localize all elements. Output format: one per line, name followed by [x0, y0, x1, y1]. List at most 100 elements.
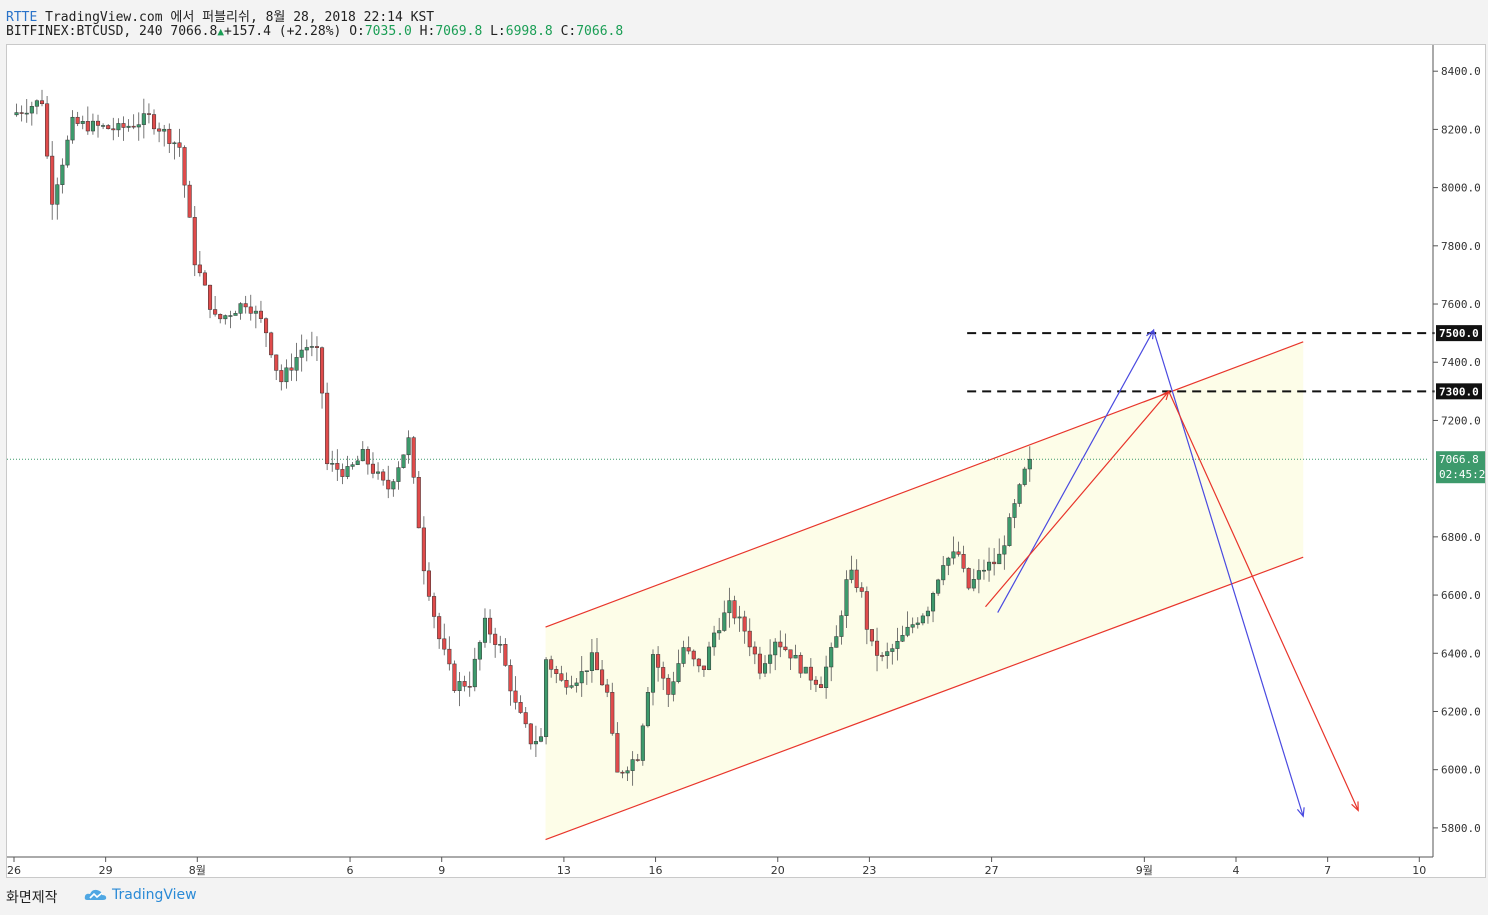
candle-body: [386, 479, 391, 490]
price-tick-label: 6800.0: [1441, 531, 1481, 544]
close-label: C:: [560, 24, 577, 39]
candle-body: [686, 647, 691, 652]
time-tick-label: 23: [862, 864, 876, 877]
candle-body: [528, 723, 533, 745]
candle-body: [503, 644, 508, 666]
candle-body: [29, 106, 34, 114]
candle-body: [309, 346, 314, 348]
price-tick-label: 7400.0: [1441, 356, 1481, 369]
candle-body: [824, 666, 829, 688]
candle-body: [773, 641, 778, 656]
time-tick-label: 16: [649, 864, 663, 877]
time-tick-label: 27: [985, 864, 999, 877]
price-tick-label: 6400.0: [1441, 647, 1481, 660]
candle-body: [569, 685, 574, 688]
candle-body: [462, 681, 467, 687]
price-tick-label: 8400.0: [1441, 65, 1481, 78]
level-tag-7300[interactable]: [1436, 383, 1482, 400]
candle-body: [574, 682, 579, 686]
time-tick-label: 9: [438, 864, 445, 877]
candle-body: [264, 318, 269, 334]
candle-body: [839, 615, 844, 637]
candle-body: [564, 680, 569, 688]
channel-fill: [545, 341, 1304, 840]
candle-body: [696, 658, 701, 667]
candle-body: [752, 646, 757, 655]
candle-body: [146, 113, 151, 115]
candle-body: [976, 570, 981, 580]
candle-body: [482, 617, 488, 643]
high-value: 7069.8: [435, 24, 483, 39]
candle-body: [167, 128, 172, 144]
time-tick-label: 6: [347, 864, 354, 877]
channel-upper-line[interactable]: [545, 341, 1304, 628]
candle-body: [325, 392, 330, 465]
candle-body: [151, 114, 157, 130]
candle-body: [213, 309, 218, 315]
publisher-name[interactable]: RTTE: [6, 10, 38, 25]
candle-body: [314, 346, 319, 348]
price-tick-label: 6600.0: [1441, 589, 1481, 602]
candle-body: [691, 650, 696, 660]
candle-body: [253, 310, 258, 314]
candle-body: [218, 313, 223, 320]
candle-body: [605, 684, 610, 693]
candle-body: [274, 354, 279, 371]
symbol-label[interactable]: BITFINEX:BTCUSD, 240: [6, 24, 163, 39]
candle-body: [45, 103, 50, 157]
chart-area[interactable]: 5800.0 6000.0 6200.0 6400.0 6600.0 6800.0 7200…: [6, 44, 1486, 878]
candle-body: [299, 349, 304, 358]
high-label: H:: [419, 24, 436, 39]
candle-body: [584, 670, 589, 672]
last-price-tag[interactable]: [1436, 451, 1485, 484]
candle-body: [1022, 468, 1027, 485]
candle-body: [737, 616, 742, 619]
publish-info-line: RTTE TradingView.com 에서 퍼블리쉬, 8월 28, 201…: [6, 6, 434, 25]
candle-body: [335, 463, 340, 470]
candle-body: [910, 624, 915, 628]
candle-body: [136, 124, 141, 128]
last-price-value: 7066.8: [170, 24, 218, 39]
candle-body: [228, 315, 233, 317]
candle-body: [248, 306, 253, 314]
candle-body: [925, 610, 930, 617]
candle-body: [640, 725, 645, 761]
candle-body: [549, 659, 554, 670]
tradingview-logo[interactable]: TradingView: [84, 886, 197, 904]
candle-body: [513, 690, 518, 703]
blue-projection-path-arrowhead-1: [1296, 807, 1305, 818]
candle-body: [849, 569, 854, 580]
candle-body: [518, 702, 523, 713]
channel-lower-line[interactable]: [545, 556, 1304, 841]
candle-body: [14, 112, 19, 116]
candle-body: [997, 553, 1002, 565]
candle-body: [956, 551, 961, 555]
candle-body: [421, 527, 426, 572]
candle-body: [961, 554, 966, 569]
candle-body: [900, 635, 905, 642]
candle-body: [768, 654, 773, 664]
candle-body: [946, 557, 951, 566]
candle-body: [141, 113, 146, 125]
candle-body: [294, 357, 299, 371]
candle-body: [992, 561, 997, 565]
candle-body: [1027, 458, 1032, 470]
candle-body: [635, 759, 640, 761]
candle-body: [610, 692, 615, 734]
time-tick-label: 9월: [1136, 864, 1153, 877]
candle-body: [966, 568, 971, 589]
price-chart[interactable]: 5800.06000.06200.06400.06600.06800.07200…: [7, 45, 1485, 877]
candle-body: [762, 663, 768, 674]
red-projection-path-arrowhead-0: [1160, 390, 1170, 401]
candle-body: [350, 464, 355, 467]
candle-body: [34, 100, 39, 107]
price-tick-label: 7600.0: [1441, 298, 1481, 311]
candle-body: [508, 665, 513, 692]
candle-body: [803, 666, 808, 674]
level-tag-7500[interactable]: [1436, 325, 1482, 342]
candle-body: [39, 100, 45, 105]
candle-body: [981, 569, 986, 572]
level-tag-label: 7300.0: [1439, 385, 1479, 398]
candle-body: [656, 654, 661, 668]
candle-body: [279, 370, 284, 383]
